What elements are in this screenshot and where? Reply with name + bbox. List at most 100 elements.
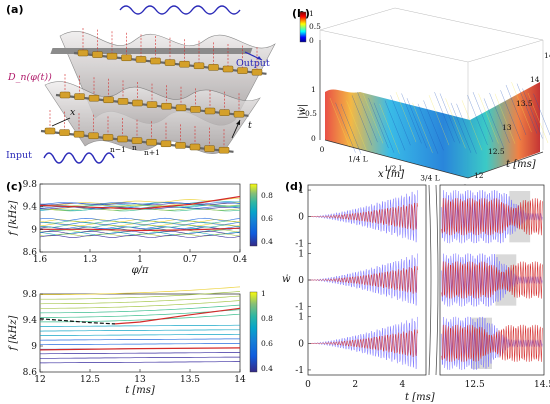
cbar-cb-tick-08: 0.8 — [261, 314, 273, 323]
bead — [175, 142, 186, 149]
cbar-b-tick-0: 0 — [309, 36, 314, 45]
surface-ripple — [346, 100, 367, 151]
surface-ripple — [373, 102, 395, 153]
x-axis-label: t [ms] — [125, 385, 155, 396]
bead — [117, 98, 129, 105]
y-axis-label: f [kHz] — [8, 201, 19, 237]
surface-ripple — [478, 93, 499, 144]
contour-line — [39, 329, 240, 332]
shaded-window — [509, 191, 531, 243]
cbar-cb-tick-1: 1 — [261, 289, 266, 298]
contour-line — [39, 304, 241, 314]
bead — [208, 64, 219, 71]
output-wave — [119, 5, 241, 15]
bead — [74, 93, 85, 100]
surface-ripple — [329, 97, 351, 149]
y-tick-label: 9.8 — [23, 290, 38, 300]
site-label-n-1: n−1 — [110, 145, 126, 154]
bead — [77, 49, 89, 57]
t-tick-b: 13.5 — [516, 99, 533, 108]
contour-line — [40, 324, 240, 327]
x-tick-b: 1/2 L — [384, 164, 403, 173]
signal-blue-right — [441, 190, 543, 244]
cbar-cb-tick-06: 0.6 — [261, 339, 273, 348]
contour-line — [39, 234, 241, 238]
y-tick-label: -1 — [295, 303, 304, 313]
x-tick-label: 0 — [305, 380, 311, 390]
surface-ripple — [412, 102, 433, 153]
input-wave — [43, 152, 115, 164]
z-axis-label: |ẇ| — [297, 104, 308, 119]
bead — [59, 129, 70, 136]
surface-ripple — [450, 102, 472, 153]
surface-ripple — [390, 95, 411, 146]
x-tick-label: 14.5 — [534, 380, 550, 390]
y-tick-label: 0 — [298, 339, 304, 349]
x-tick-label: 4 — [400, 380, 406, 390]
site-label-n: n — [132, 143, 137, 152]
bead — [106, 52, 118, 60]
site-label-n-plus-1: n+1 — [144, 148, 160, 157]
signal-red-right — [441, 261, 543, 299]
t-axis-label-b: t [ms] — [506, 159, 536, 170]
bead — [251, 68, 263, 76]
t-tick-b: 12 — [474, 171, 484, 180]
space-axis-label: x — [70, 107, 76, 118]
series-line — [114, 307, 241, 325]
y-axis-label: f [kHz] — [8, 316, 19, 352]
bead — [102, 134, 114, 141]
bead-rows — [40, 28, 267, 154]
bead — [204, 145, 215, 152]
contour-line — [39, 230, 241, 234]
bead — [175, 104, 187, 112]
x-tick-b: 1/4 L — [348, 155, 367, 164]
y-tick-label: 1 — [298, 249, 304, 259]
bead — [233, 110, 245, 118]
bead — [222, 65, 234, 73]
surface-ripple — [472, 91, 494, 143]
input-label: Input — [6, 150, 32, 161]
bead — [161, 102, 172, 110]
y-tick-label: 9.4 — [23, 203, 38, 213]
x-tick-label: 12 — [34, 375, 45, 385]
surface-ripple — [489, 92, 510, 144]
axis-break — [435, 184, 439, 376]
contour-line — [39, 217, 241, 221]
surface-ripples — [329, 81, 550, 154]
xlabel-d: t [ms] — [405, 392, 435, 403]
x-tick-label: 0.4 — [233, 255, 248, 265]
cbar-c-tick-08: 0.8 — [261, 191, 273, 200]
surface-ripple — [461, 100, 483, 151]
cbar-c-tick-04: 0.4 — [261, 237, 273, 246]
surface-ripple — [533, 93, 550, 136]
surface-ripple — [406, 98, 428, 149]
cbar-b-tick-05: 0.5 — [309, 22, 321, 31]
contour-line — [39, 219, 241, 223]
contour-line — [40, 356, 240, 359]
bead — [121, 54, 132, 62]
signal-red — [309, 266, 418, 294]
surface-ripple — [395, 92, 417, 143]
bead — [103, 96, 114, 104]
bead — [135, 56, 147, 63]
y-tick-label: 1 — [298, 186, 304, 196]
cbar-cb-tick-04: 0.4 — [261, 364, 273, 373]
bead — [117, 135, 128, 143]
surface-ripple — [516, 83, 538, 134]
bead — [73, 130, 85, 138]
surface-ripple — [335, 102, 356, 153]
x-axis-label: φ/π — [132, 265, 149, 276]
series-line — [40, 227, 241, 232]
x-axis-label-b: x [m] — [378, 169, 404, 180]
t-tick-b: 12.5 — [488, 147, 505, 156]
bead — [179, 60, 190, 68]
surface-ripple — [522, 88, 543, 139]
contour-line — [40, 361, 240, 364]
plot-area — [39, 293, 241, 373]
output-label: Output — [236, 58, 270, 69]
bead — [160, 140, 172, 148]
panel-d-label: (d) — [285, 180, 303, 193]
